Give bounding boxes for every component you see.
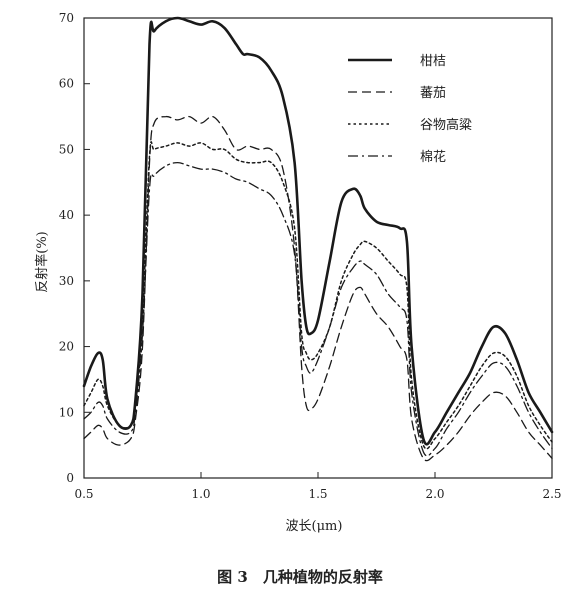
x-tick-label: 1.0 (191, 487, 210, 501)
y-axis-label: 反射率(%) (34, 231, 50, 293)
figure-caption: 图 3 几种植物的反射率 (217, 568, 383, 586)
x-tick-label: 1.5 (308, 487, 327, 501)
y-axis: 0 10 20 30 40 50 60 70 (59, 11, 90, 485)
y-tick-label: 60 (59, 77, 74, 91)
x-tick-label: 2.0 (425, 487, 444, 501)
legend-label: 谷物高粱 (420, 117, 472, 133)
y-tick-label: 50 (59, 142, 74, 156)
series-line-3 (83, 141, 553, 450)
series-layer (82, 16, 554, 462)
y-tick-label: 70 (59, 11, 74, 25)
x-tick-label: 2.5 (542, 487, 561, 501)
y-tick-label: 30 (59, 274, 74, 288)
x-tick-label: 0.5 (74, 487, 93, 501)
series-line-4 (83, 161, 553, 457)
plot-border (83, 17, 553, 479)
y-tick-label: 10 (59, 405, 74, 419)
y-tick-label: 40 (59, 208, 74, 222)
series-line-1 (82, 16, 554, 446)
y-tick-label: 20 (59, 340, 74, 354)
plot-frame (83, 17, 553, 479)
series-line-2 (83, 115, 553, 462)
legend-label: 蕃茄 (420, 86, 446, 101)
x-axis-label: 波长(μm) (286, 519, 343, 534)
x-axis: 0.5 1.0 1.5 2.0 2.5 (74, 472, 562, 501)
y-tick-label: 0 (66, 471, 74, 485)
legend-label: 棉花 (420, 149, 446, 165)
legend-label: 柑桔 (420, 54, 446, 69)
